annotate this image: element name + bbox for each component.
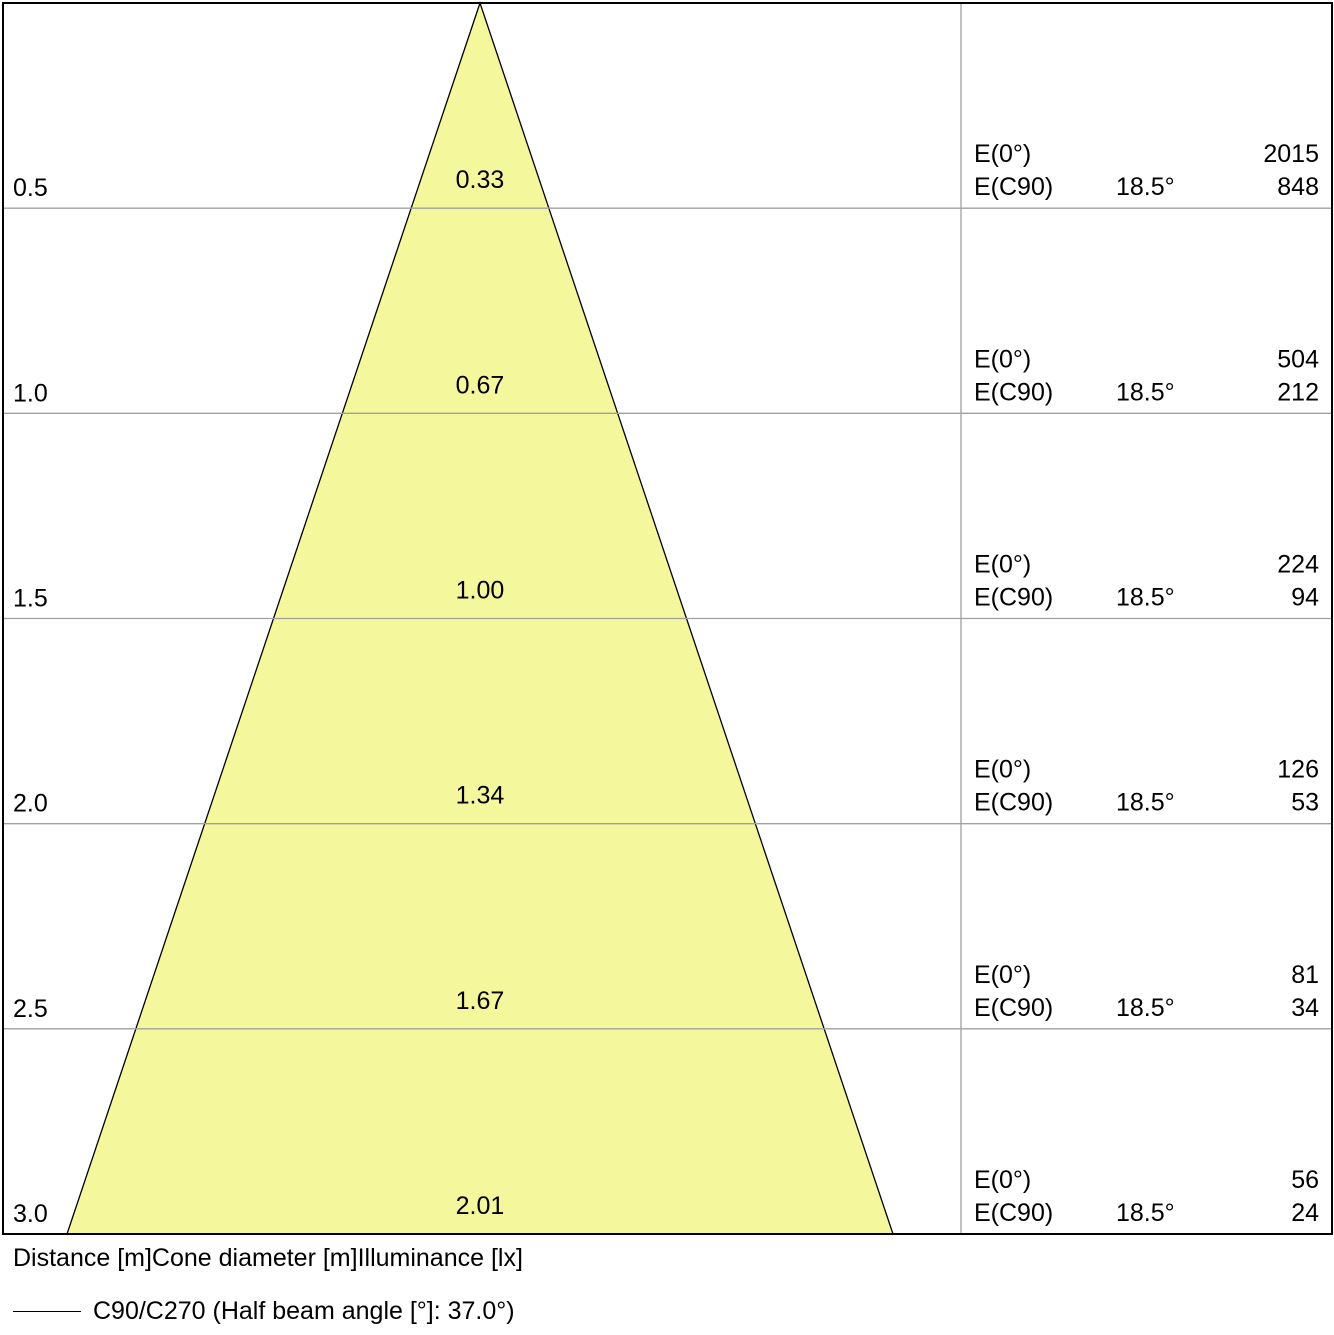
- legend-line-swatch: [13, 1310, 81, 1312]
- legend-label: C90/C270 (Half beam angle [°]: 37.0°): [93, 1296, 515, 1325]
- legend: C90/C270 (Half beam angle [°]: 37.0°): [13, 1295, 515, 1327]
- ec90-value: 53: [1291, 789, 1319, 817]
- ec90-angle: 18.5°: [1116, 173, 1175, 201]
- distance-label: 1.5: [13, 585, 48, 613]
- ec90-angle: 18.5°: [1116, 584, 1175, 612]
- ec90-label: E(C90): [974, 994, 1053, 1022]
- ec90-value: 34: [1291, 994, 1319, 1022]
- e0-value: 126: [1277, 756, 1319, 784]
- ec90-angle: 18.5°: [1116, 994, 1175, 1022]
- ec90-label: E(C90): [974, 789, 1053, 817]
- e0-label: E(0°): [974, 961, 1031, 989]
- distance-label: 3.0: [13, 1200, 48, 1228]
- cone-diameter-label: 1.00: [456, 577, 505, 605]
- chart-frame: [2, 2, 1333, 1235]
- cone-diameter-label: 1.34: [456, 782, 505, 810]
- e0-value: 224: [1277, 551, 1319, 579]
- ec90-label: E(C90): [974, 378, 1053, 406]
- ec90-value: 848: [1277, 173, 1319, 201]
- ec90-label: E(C90): [974, 584, 1053, 612]
- distance-label: 2.0: [13, 790, 48, 818]
- e0-value: 504: [1277, 345, 1319, 373]
- e0-value: 81: [1291, 961, 1319, 989]
- e0-label: E(0°): [974, 140, 1031, 168]
- ec90-value: 212: [1277, 378, 1319, 406]
- ec90-angle: 18.5°: [1116, 378, 1175, 406]
- ec90-angle: 18.5°: [1116, 789, 1175, 817]
- e0-label: E(0°): [974, 551, 1031, 579]
- cone-diagram: 0.5 0.33 E(0°) 2015 E(C90) 18.5° 848 1.0 0.67 E(0…: [2, 0, 1333, 1235]
- cone-diameter-label: 2.01: [456, 1192, 505, 1220]
- e0-label: E(0°): [974, 1166, 1031, 1194]
- e0-label: E(0°): [974, 756, 1031, 784]
- ec90-value: 94: [1291, 584, 1319, 612]
- ec90-value: 24: [1291, 1199, 1319, 1227]
- distance-label: 2.5: [13, 995, 48, 1023]
- distance-label: 1.0: [13, 379, 48, 407]
- e0-label: E(0°): [974, 345, 1031, 373]
- ec90-label: E(C90): [974, 173, 1053, 201]
- cone-diameter-label: 1.67: [456, 987, 505, 1015]
- cone-diameter-label: 0.33: [456, 166, 505, 194]
- e0-value: 56: [1291, 1166, 1319, 1194]
- ec90-label: E(C90): [974, 1199, 1053, 1227]
- distance-label: 0.5: [13, 174, 48, 202]
- e0-value: 2015: [1263, 140, 1319, 168]
- ec90-angle: 18.5°: [1116, 1199, 1175, 1227]
- cone-diameter-label: 0.67: [456, 371, 505, 399]
- column-headers: Distance [m]Cone diameter [m]Illuminance…: [13, 1244, 523, 1272]
